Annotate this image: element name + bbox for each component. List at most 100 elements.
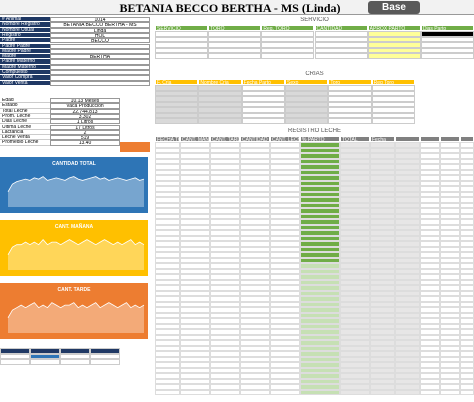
cell [208,31,262,37]
cell [210,268,240,274]
cell [340,191,370,197]
cell [210,340,240,346]
stat-label: Leche Venta [0,135,50,141]
cell [420,53,474,59]
stat-label: Estado [0,103,50,109]
cell [395,285,420,291]
field-label: Nombre Usual [0,27,50,33]
cell [180,208,210,214]
cell [155,241,180,247]
cell [180,334,210,340]
cell [210,158,240,164]
cell [180,164,210,170]
cell [180,318,210,324]
section-title: CRIAS [305,71,324,77]
cell [420,268,440,274]
cell [240,219,270,225]
cell [240,263,270,269]
cell [155,307,180,313]
cell [440,235,460,241]
cell [155,85,199,91]
cell [300,252,340,258]
cell [300,246,340,252]
cell [340,208,370,214]
cell [285,85,329,91]
cell [270,230,300,236]
cell [155,312,180,318]
cell [155,334,180,340]
cell [340,318,370,324]
cell [210,186,240,192]
cell [420,351,440,357]
cell [270,268,300,274]
cell [270,213,300,219]
stat-value: 17 Litros [50,124,120,130]
cell [370,208,395,214]
cell [210,224,240,230]
cell [328,118,372,124]
stat-value: 22,744.813 [50,108,120,114]
cell [270,147,300,153]
cell [328,96,372,102]
cell [300,219,340,225]
cell [155,101,199,107]
cell [440,153,460,159]
cell [210,197,240,203]
cell [300,268,340,274]
cell [395,202,420,208]
cell [420,175,440,181]
cell [314,31,368,37]
cell [240,318,270,324]
cell [180,175,210,181]
cell [440,318,460,324]
column-header: F. Cria [155,79,199,85]
cell [300,257,340,263]
cell [395,279,420,285]
cell [270,263,300,269]
cell [440,356,460,362]
cell [340,175,370,181]
cell [240,213,270,219]
cell [210,164,240,170]
cell [155,378,180,384]
cell [155,356,180,362]
cell [340,252,370,258]
cell [210,356,240,362]
cell [270,246,300,252]
cell [155,164,180,170]
cell [371,101,415,107]
cell [395,191,420,197]
cell [241,90,285,96]
cell [240,351,270,357]
cell [440,230,460,236]
column-header: % PARTO [300,136,340,142]
cell [210,169,240,175]
cell [270,191,300,197]
cell [300,158,340,164]
cell [210,175,240,181]
cell [420,318,440,324]
cell [208,36,262,42]
cell [180,235,210,241]
cell [60,348,90,354]
cell [370,164,395,170]
cell [420,235,440,241]
column-header [420,136,440,142]
cell [328,90,372,96]
cell [210,334,240,340]
cell [155,318,180,324]
cell [180,351,210,357]
cell [340,235,370,241]
cell [240,224,270,230]
cell [440,351,460,357]
cell [440,186,460,192]
cell [270,197,300,203]
cell [300,323,340,329]
column-header: CANT. LECHE [270,136,300,142]
column-header: CANTIDAD [314,25,368,31]
base-button[interactable]: Base [368,1,420,14]
cell [270,186,300,192]
cell [210,373,240,379]
cell [210,219,240,225]
cell [155,274,180,280]
